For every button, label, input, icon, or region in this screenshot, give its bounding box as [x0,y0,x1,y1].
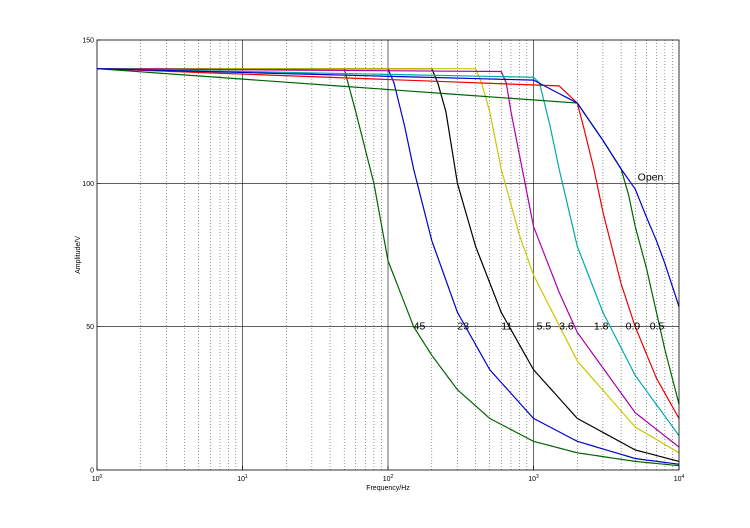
series-group [96,68,680,467]
y-tick-label: 150 [82,38,94,45]
annotation-label: 1.8 [594,321,609,333]
y-axis-label: Amplitude/V [75,236,82,274]
annotation-label: 11 [501,321,512,333]
x-tick-label: 102 [383,474,394,483]
series-line-open [96,68,680,307]
x-tick-label: 103 [528,474,539,483]
x-axis-label: Frequency/Hz [366,485,410,492]
grid [97,40,679,470]
annotation-label: 0.9 [626,321,641,333]
x-tick-label: 100 [92,474,103,483]
x-tick-label: 101 [237,474,248,483]
annotation-label: 45 [414,321,426,333]
series-line-1-8 [96,68,680,436]
annotation-label: 5.5 [537,321,552,333]
series-line-23 [97,68,680,465]
ticks: 100 101 102 103 104 0 50 100 150 [82,38,684,484]
annotation-label: 23 [457,321,469,333]
x-tick-label: 104 [674,474,685,483]
y-tick-label: 50 [86,324,94,331]
annotation-label: 0.5 [650,321,665,333]
y-tick-label: 100 [82,181,94,188]
y-tick-label: 0 [90,468,94,475]
series-line-45 [97,68,680,467]
annotation-label: 3.6 [559,321,574,333]
annotation-label: Open [638,171,664,183]
series-line-11 [97,68,680,462]
series-line-0-9 [96,68,680,419]
annotations: 45 23 11 5.5 3.6 1.8 0.9 0.5 Open [414,171,665,332]
